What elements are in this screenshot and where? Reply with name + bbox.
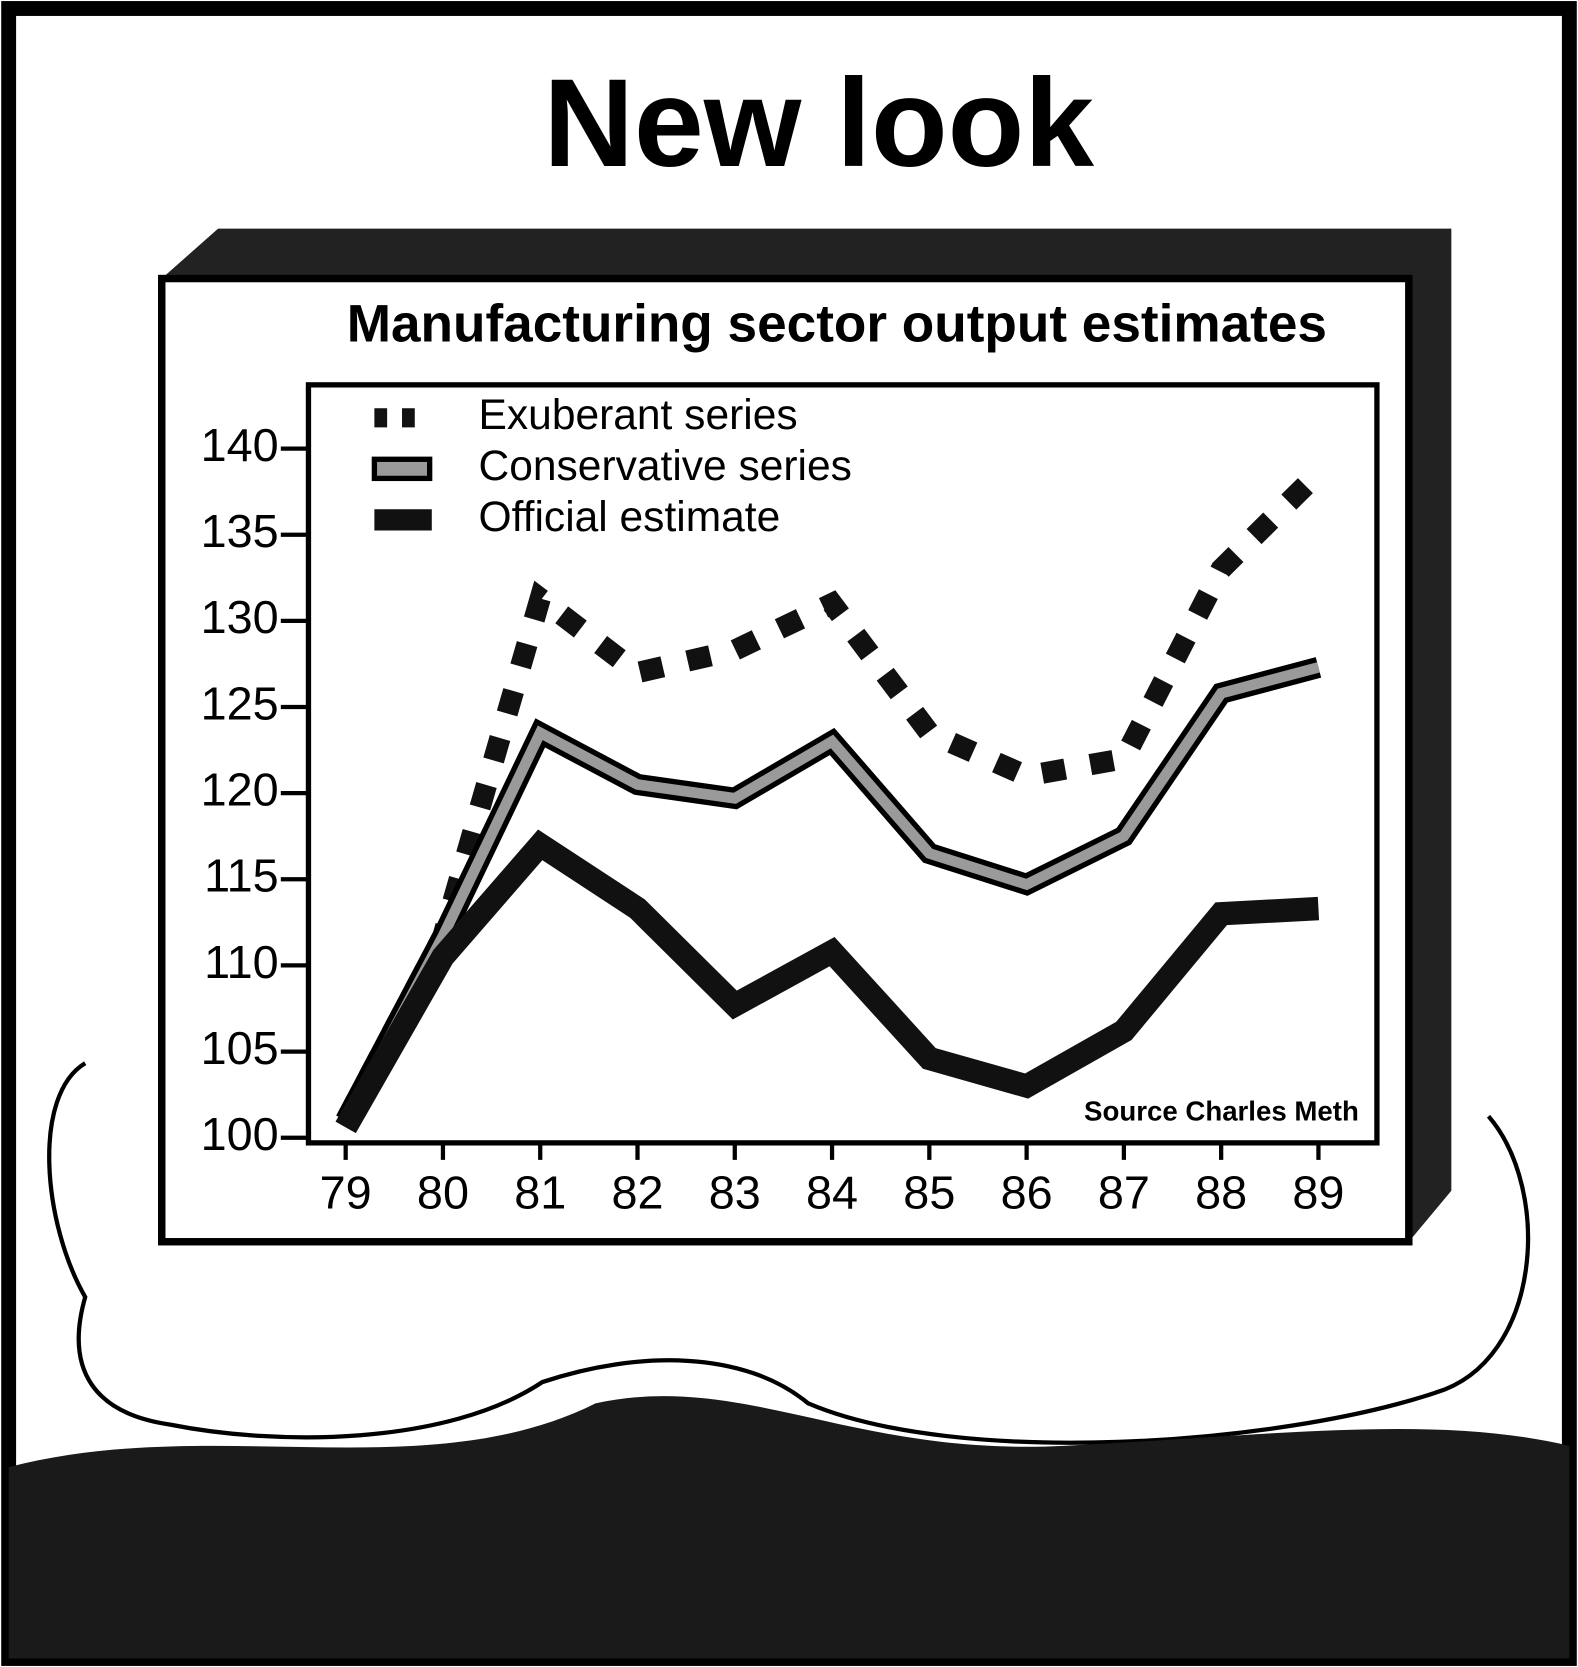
legend-label: Conservative series [479, 443, 852, 490]
x-tick-label: 79 [320, 1166, 372, 1218]
chart-title: Manufacturing sector output estimates [347, 294, 1327, 353]
legend-swatch [371, 456, 433, 482]
line [335, 829, 1320, 1134]
y-tick-label: 115 [204, 850, 279, 902]
y-tick-label: 105 [201, 1022, 279, 1074]
ground [8, 1396, 1570, 1659]
page-title: New look [543, 52, 1094, 193]
y-tick-label: 120 [201, 764, 279, 816]
y-tick-label: 125 [201, 677, 279, 729]
y-tick-label: 100 [201, 1108, 279, 1160]
cloud [47, 1061, 1531, 1445]
x-tick-label: 81 [514, 1166, 566, 1218]
x-tick-label: 82 [611, 1166, 663, 1218]
legend-label: Official estimate [479, 494, 781, 541]
y-tick-label: 110 [204, 936, 279, 988]
legend-swatch [402, 408, 415, 428]
x-tick-label: 84 [806, 1166, 858, 1218]
y-tick-label: 135 [201, 505, 279, 557]
x-tick-label: 85 [903, 1166, 955, 1218]
y-tick-label: 130 [201, 591, 279, 643]
x-tick-label: 86 [1001, 1166, 1053, 1218]
x-tick-label: 88 [1195, 1166, 1247, 1218]
legend-swatch [374, 509, 432, 531]
x-tick-label: 80 [417, 1166, 469, 1218]
x-tick-label: 87 [1098, 1166, 1150, 1218]
source: Source Charles Meth [1084, 1095, 1359, 1126]
x-tick-label: 83 [709, 1166, 761, 1218]
line [340, 662, 1320, 1123]
legend-label: Exuberant series [479, 392, 798, 439]
x-tick-label: 89 [1292, 1166, 1344, 1218]
legend-swatch [374, 408, 388, 428]
line [336, 465, 1326, 1126]
y-tick-label: 140 [201, 419, 279, 471]
